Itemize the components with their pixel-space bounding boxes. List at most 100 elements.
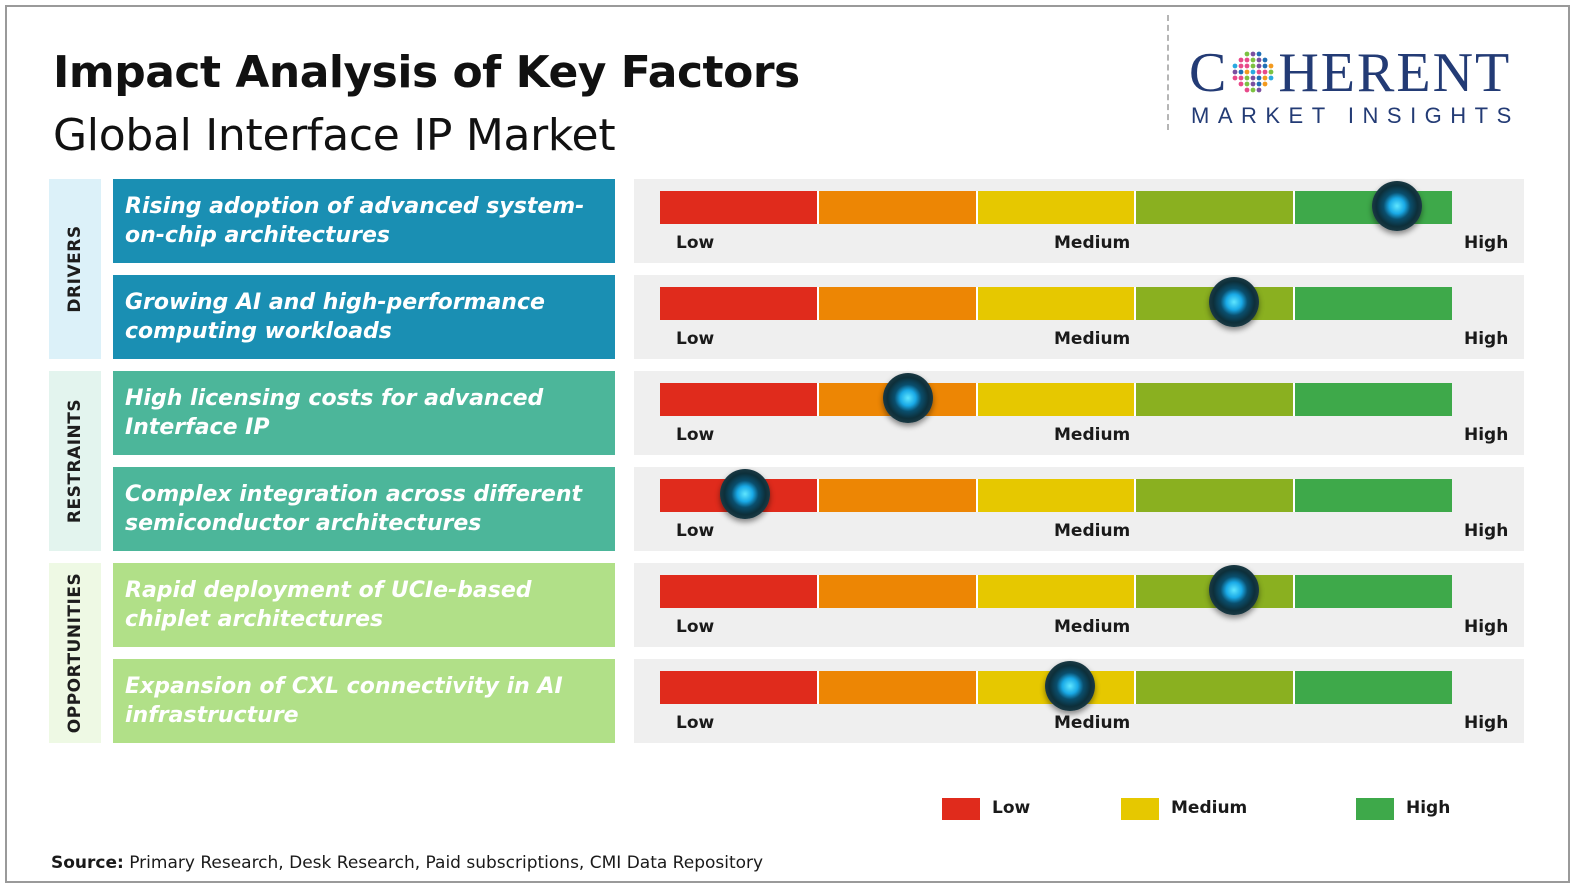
impact-marker	[1209, 277, 1260, 327]
impact-scale-bar	[660, 383, 1452, 416]
impact-scale-bar	[660, 287, 1452, 320]
scale-segment	[1293, 671, 1452, 704]
logo-dot	[1232, 75, 1238, 81]
logo-dot	[1262, 81, 1268, 87]
factor-label-box: Expansion of CXL connectivity in AI infr…	[113, 659, 615, 743]
scale-label-high: High	[1464, 329, 1509, 349]
logo-dot	[1238, 81, 1244, 87]
scale-label-medium: Medium	[1054, 329, 1131, 349]
source-label: Source:	[51, 853, 124, 873]
impact-scale-bar	[660, 479, 1452, 512]
scale-segment	[1293, 383, 1452, 416]
legend-label-medium: Medium	[1171, 798, 1248, 818]
scale-segment	[816, 287, 976, 320]
scale-label-medium: Medium	[1054, 233, 1131, 253]
impact-scale-bar	[660, 191, 1452, 224]
logo-dot	[1256, 75, 1262, 81]
scale-label-high: High	[1464, 713, 1509, 733]
logo-dot	[1262, 63, 1268, 69]
scale-label-medium: Medium	[1054, 521, 1131, 541]
legend-label-low: Low	[992, 798, 1031, 818]
factor-label: Complex integration across different sem…	[125, 482, 582, 536]
group-tab-opportunities: OPPORTUNITIES	[49, 563, 101, 743]
logo-dot	[1238, 57, 1244, 63]
scale-segment	[975, 383, 1135, 416]
group-label-drivers: DRIVERS	[65, 225, 85, 313]
impact-marker	[1045, 661, 1096, 711]
impact-gauge: Low Medium High	[634, 659, 1524, 743]
infographic: Impact Analysis of Key Factors Global In…	[5, 5, 1570, 883]
impact-gauge: Low Medium High	[634, 275, 1524, 359]
group-label-restraints: RESTRAINTS	[65, 398, 85, 524]
scale-segment	[975, 479, 1135, 512]
impact-marker	[882, 373, 933, 423]
impact-marker	[719, 469, 770, 519]
logo-dot	[1238, 69, 1244, 75]
factor-label-box: Growing AI and high-performance computin…	[113, 275, 615, 359]
scale-segment	[1134, 383, 1294, 416]
legend-swatch-low	[942, 798, 980, 820]
group-tab-restraints: RESTRAINTS	[49, 371, 101, 551]
logo-dot	[1232, 69, 1238, 75]
impact-marker	[1371, 181, 1422, 231]
logo-divider	[1167, 15, 1169, 130]
logo-dot	[1250, 63, 1256, 69]
scale-label-high: High	[1464, 521, 1509, 541]
scale-label-low: Low	[676, 617, 715, 637]
group-tab-drivers: DRIVERS	[49, 179, 101, 359]
logo-dot	[1250, 87, 1256, 93]
logo-dot	[1244, 51, 1250, 57]
impact-marker	[1209, 565, 1260, 615]
logo-dot	[1244, 69, 1250, 75]
impact-scale-bar	[660, 575, 1452, 608]
logo-dot	[1250, 75, 1256, 81]
scale-segment	[1293, 287, 1452, 320]
scale-label-medium: Medium	[1054, 425, 1131, 445]
factor-label: Expansion of CXL connectivity in AI infr…	[125, 674, 563, 728]
logo-dot	[1244, 75, 1250, 81]
company-logo: C HERENT MARKET INSIGHTS	[1189, 43, 1549, 133]
logo-dot	[1262, 57, 1268, 63]
logo-dot	[1268, 69, 1274, 75]
source-note: Source: Primary Research, Desk Research,…	[51, 853, 763, 873]
scale-segment	[1134, 671, 1294, 704]
scale-label-low: Low	[676, 329, 715, 349]
scale-segment	[1134, 479, 1294, 512]
logo-dot	[1244, 81, 1250, 87]
logo-dot	[1256, 87, 1262, 93]
logo-dot	[1256, 69, 1262, 75]
scale-label-low: Low	[676, 233, 715, 253]
logo-dot	[1256, 63, 1262, 69]
logo-dot	[1268, 75, 1274, 81]
chart-subtitle: Global Interface IP Market	[53, 110, 616, 161]
scale-label-low: Low	[676, 521, 715, 541]
scale-segment	[660, 383, 817, 416]
impact-gauge: Low Medium High	[634, 179, 1524, 263]
impact-gauge: Low Medium High	[634, 563, 1524, 647]
factor-label-box: Rising adoption of advanced system-on-ch…	[113, 179, 615, 263]
scale-label-medium: Medium	[1054, 617, 1131, 637]
scale-label-low: Low	[676, 425, 715, 445]
logo-dot	[1244, 57, 1250, 63]
scale-label-medium: Medium	[1054, 713, 1131, 733]
scale-segment	[660, 191, 817, 224]
factor-label: Rapid deployment of UCIe-based chiplet a…	[125, 578, 532, 632]
factor-label-box: Rapid deployment of UCIe-based chiplet a…	[113, 563, 615, 647]
logo-letter-c: C	[1189, 42, 1229, 104]
factor-label: Rising adoption of advanced system-on-ch…	[125, 194, 585, 248]
scale-segment	[816, 191, 976, 224]
logo-dot	[1238, 63, 1244, 69]
scale-segment	[1293, 575, 1452, 608]
scale-segment	[975, 575, 1135, 608]
logo-dot	[1256, 81, 1262, 87]
logo-dot	[1256, 57, 1262, 63]
scale-segment	[816, 671, 976, 704]
logo-dot	[1250, 81, 1256, 87]
factor-label-box: High licensing costs for advanced Interf…	[113, 371, 615, 455]
scale-segment	[975, 191, 1135, 224]
logo-dot	[1250, 51, 1256, 57]
scale-segment	[975, 287, 1135, 320]
impact-gauge: Low Medium High	[634, 371, 1524, 455]
logo-dot	[1250, 69, 1256, 75]
scale-label-high: High	[1464, 617, 1509, 637]
